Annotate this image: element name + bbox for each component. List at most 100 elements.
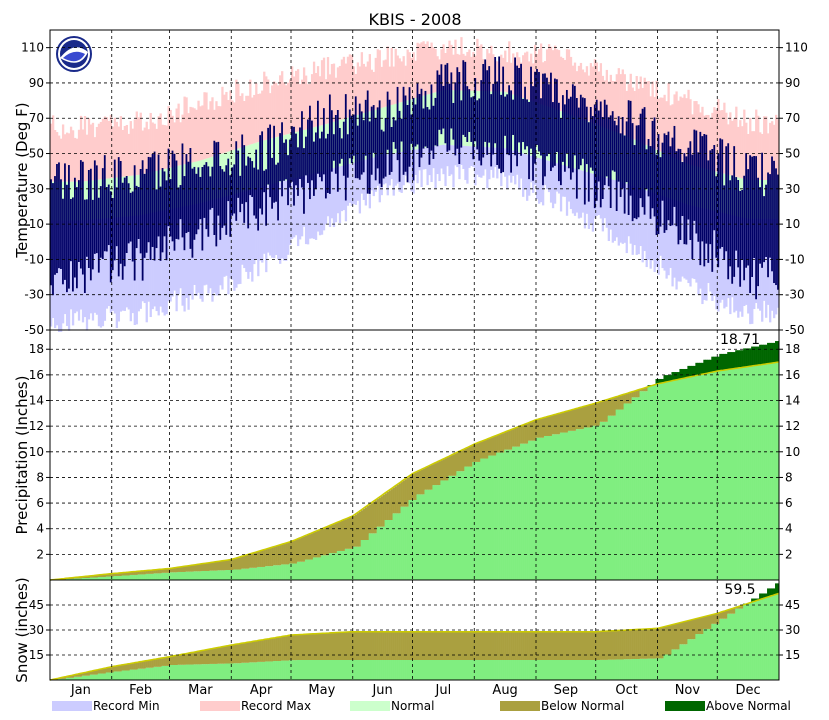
record-max-bar xyxy=(316,66,320,127)
snow-below-normal xyxy=(661,627,664,659)
snow-below-normal xyxy=(61,677,65,679)
precip-below-normal xyxy=(567,410,571,431)
precip-below-normal xyxy=(247,554,250,569)
record-min-bar xyxy=(253,188,256,265)
precip-observed-area xyxy=(743,367,746,580)
record-max-bar xyxy=(51,115,55,182)
snow-observed-area xyxy=(139,668,142,680)
record-max-bar xyxy=(265,76,268,140)
precip-total-annotation: 18.71 xyxy=(720,332,760,348)
record-max-bar xyxy=(528,61,531,101)
record-min-bar xyxy=(753,218,756,310)
snow-below-normal xyxy=(165,657,168,666)
precip-below-normal xyxy=(302,536,306,562)
precip-above-normal xyxy=(731,352,734,369)
snow-below-normal xyxy=(89,671,93,675)
snow-observed-area xyxy=(667,654,670,680)
record-min-bar xyxy=(571,167,575,214)
precip-observed-area xyxy=(275,565,278,580)
record-max-bar xyxy=(205,92,208,159)
snow-observed-area xyxy=(352,660,356,680)
record-max-bar xyxy=(283,82,286,136)
record-min-bar xyxy=(314,172,318,240)
record-max-bar xyxy=(93,137,97,181)
snow-below-normal xyxy=(378,631,381,660)
record-min-bar xyxy=(504,148,507,177)
snow-below-normal xyxy=(575,631,579,660)
snow-observed-area xyxy=(324,660,328,680)
legend-label: Record Min xyxy=(93,699,160,713)
snow-observed-area xyxy=(639,658,642,680)
precip-below-normal xyxy=(418,470,421,495)
record-min-bar xyxy=(607,178,610,242)
snow-below-normal xyxy=(348,631,352,660)
record-max-bar xyxy=(575,71,579,118)
precip-observed-area xyxy=(541,437,545,580)
record-max-bar xyxy=(241,93,244,148)
precip-below-normal xyxy=(181,566,184,572)
snow-below-normal xyxy=(376,631,379,660)
precip-observed-area xyxy=(759,364,762,580)
precip-observed-area xyxy=(705,373,708,580)
precip-below-normal xyxy=(480,441,483,459)
snow-below-normal xyxy=(410,631,413,660)
record-min-bar xyxy=(300,176,304,237)
precip-observed-area xyxy=(651,385,654,580)
record-max-bar xyxy=(155,128,158,171)
precip-observed-area xyxy=(534,440,537,580)
snow-observed-area xyxy=(621,659,624,680)
record-max-bar xyxy=(85,134,89,182)
precip-below-normal xyxy=(611,398,614,416)
precip-below-normal xyxy=(456,452,459,472)
snow-observed-area xyxy=(99,673,103,680)
snow-below-normal xyxy=(113,666,117,672)
record-max-bar xyxy=(577,65,581,118)
precip-observed-area xyxy=(177,571,180,580)
record-max-bar xyxy=(338,65,342,121)
record-min-bar xyxy=(488,147,491,180)
record-max-bar xyxy=(601,75,605,127)
precip-below-normal xyxy=(593,403,597,426)
snow-observed-area xyxy=(89,674,93,680)
record-min-bar xyxy=(536,157,539,200)
record-max-bar xyxy=(374,57,377,110)
snow-below-normal xyxy=(543,631,547,660)
precipitation-tick-label-right: 2 xyxy=(785,547,793,561)
snow-below-normal xyxy=(263,639,266,662)
snow-observed-area xyxy=(699,634,702,680)
record-max-bar xyxy=(61,124,65,182)
precip-above-normal xyxy=(663,375,666,383)
record-max-bar xyxy=(306,84,310,129)
record-max-bar xyxy=(392,66,395,105)
snow-below-normal xyxy=(285,636,288,661)
snow-observed-area xyxy=(424,660,427,680)
record-min-bar xyxy=(376,156,379,186)
snow-observed-area xyxy=(332,660,336,680)
precip-below-normal xyxy=(390,489,393,520)
precip-below-normal xyxy=(71,577,75,580)
record-min-bar xyxy=(713,210,716,296)
snow-observed-area xyxy=(291,660,294,680)
snow-observed-area xyxy=(85,675,89,680)
record-min-bar xyxy=(761,218,764,322)
snow-observed-area xyxy=(757,600,760,680)
snow-below-normal xyxy=(161,658,164,666)
precip-below-normal xyxy=(358,511,362,547)
snow-observed-area xyxy=(695,634,698,680)
precip-observed-area xyxy=(392,513,395,580)
precip-above-normal xyxy=(749,348,752,367)
record-min-bar xyxy=(69,220,73,310)
precip-observed-area xyxy=(239,569,242,580)
record-max-bar xyxy=(312,61,316,128)
record-min-bar xyxy=(95,219,99,315)
snow-below-normal xyxy=(468,631,471,660)
snow-observed-area xyxy=(543,660,547,680)
snow-observed-area xyxy=(267,661,270,680)
snow-observed-area xyxy=(539,660,543,680)
record-max-bar xyxy=(561,57,565,112)
record-min-bar xyxy=(283,181,286,261)
precip-observed-area xyxy=(707,373,710,580)
record-min-bar xyxy=(444,144,447,187)
snow-below-normal xyxy=(386,631,389,660)
precip-observed-area xyxy=(629,403,632,580)
